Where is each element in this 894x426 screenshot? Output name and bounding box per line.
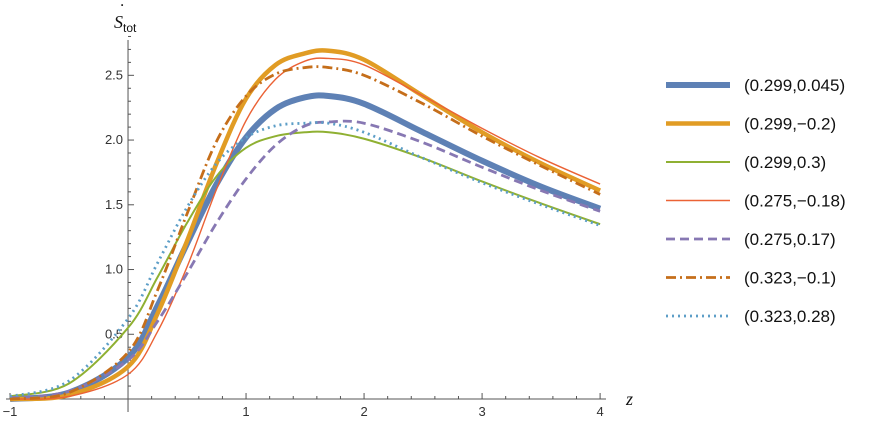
x-tick-label: 3 [478,404,485,419]
y-axis-label: Stot [114,12,137,35]
legend-label-7: (0.323,0.28) [744,307,836,326]
y-tick-label: 1.5 [105,197,123,212]
y-tick-label: 2.5 [105,67,123,82]
axes: −1 1 2 3 4 0.5 1.0 1.5 2.0 2.5 z Stot˙ [3,0,633,419]
series-line-7 [9,121,601,398]
series-line-6 [9,65,601,401]
series-line-4 [9,57,601,400]
legend-label-2: (0.299,−0.2) [744,115,836,134]
series-layer [9,48,602,402]
x-tick-label: −1 [3,404,18,419]
y-tick-label: 1.0 [105,262,123,277]
legend-label-3: (0.299,0.3) [744,153,826,172]
x-axis-label: z [625,389,633,409]
x-tick-label: 4 [596,404,603,419]
series-line-5 [9,119,601,400]
y-tick-label: 0.5 [105,326,123,341]
y-tick-label: 2.0 [105,132,123,147]
legend-label-5: (0.275,0.17) [744,230,836,249]
legend: (0.299,0.045) (0.299,−0.2) (0.299,0.3) (0.2… [666,76,846,326]
x-tick-label: 1 [242,404,249,419]
series-line-2 [9,48,602,402]
legend-label-4: (0.275,−0.18) [744,192,846,211]
legend-label-1: (0.299,0.045) [744,76,845,95]
series-line-1 [9,92,602,402]
x-tick-label: 2 [360,404,367,419]
legend-label-6: (0.323,−0.1) [744,269,836,288]
y-axis-label-dot: ˙ [118,0,124,20]
